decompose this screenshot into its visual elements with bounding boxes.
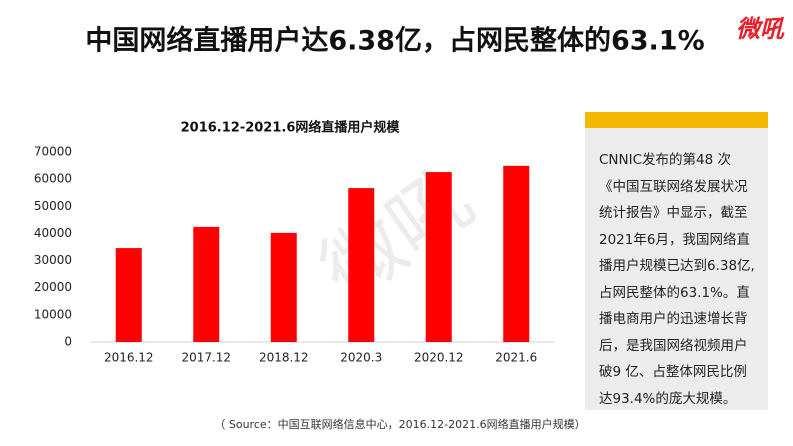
x-tick-label: 2020.3	[340, 351, 382, 365]
x-tick-label: 2021.6	[495, 351, 537, 365]
source-note: （ Source：中国互联网络信息中心，2016.12-2021.6网络直播用户…	[214, 417, 585, 431]
x-tick-label: 2018.12	[259, 351, 309, 365]
y-tick-label: 50000	[34, 199, 72, 213]
sidebar-text: 统计报告》中显示，截至	[599, 205, 748, 221]
bar	[115, 248, 142, 342]
bar	[425, 172, 452, 342]
x-tick-label: 2020.12	[414, 351, 464, 365]
watermark: 微吼	[305, 151, 489, 319]
sidebar-text: 达93.4%的庞大规模。	[599, 390, 737, 407]
chart-title: 2016.12-2021.6网络直播用户规模	[181, 120, 401, 136]
sidebar-text: 占网民整体的63.1%。直	[599, 284, 750, 301]
y-tick-label: 60000	[34, 172, 72, 186]
y-tick-label: 40000	[34, 226, 72, 240]
bar	[270, 232, 297, 342]
bar	[503, 165, 530, 342]
bar	[348, 188, 375, 342]
sidebar-text: CNNIC发布的第48 次	[599, 152, 732, 168]
x-tick-label: 2016.12	[104, 351, 154, 365]
y-tick-label: 10000	[34, 307, 72, 321]
sidebar: CNNIC发布的第48 次《中国互联网络发展状况 统计报告》中显示，截至 2021年…	[585, 112, 768, 410]
sidebar-text: 破9 亿、占整体网民比例	[599, 364, 747, 380]
slide-title: 中国网络直播用户达6.38亿，占网民整体的63.1%	[85, 25, 704, 57]
y-tick-label: 0	[64, 335, 72, 349]
sidebar-text: 播用户规模已达到6.38亿,	[599, 258, 755, 274]
logo: 微吼	[736, 15, 785, 43]
sidebar-text: 《中国互联网络发展状况	[599, 178, 748, 195]
sidebar-accent	[585, 112, 768, 128]
sidebar-text: 2021年6月，我国网络直	[599, 231, 750, 248]
y-tick-label: 20000	[34, 280, 72, 294]
y-tick-label: 70000	[34, 145, 72, 159]
y-tick-label: 30000	[34, 253, 72, 267]
sidebar-text: 播电商用户的迅速增长背	[599, 311, 748, 327]
x-tick-label: 2017.12	[181, 351, 231, 365]
bar	[193, 226, 220, 342]
sidebar-text: 后，是我国网络视频用户	[599, 337, 748, 354]
